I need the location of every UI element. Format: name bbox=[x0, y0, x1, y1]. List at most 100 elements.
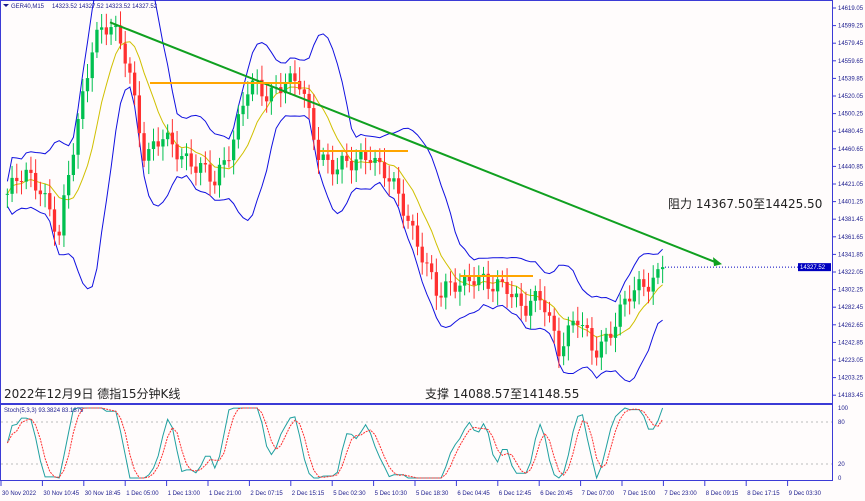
candle-body bbox=[330, 159, 335, 175]
candle-body bbox=[29, 169, 33, 173]
price-tick-label: 14559.65 bbox=[838, 59, 864, 65]
collapse-arrow-icon[interactable] bbox=[3, 4, 9, 7]
candle-body bbox=[246, 94, 250, 106]
candle-body bbox=[609, 333, 613, 338]
candle-body bbox=[81, 91, 85, 120]
candle-body bbox=[429, 263, 434, 273]
stoch-label: Stoch(5,3,3) 93.3824 83.1875 bbox=[4, 408, 84, 414]
lower-band-line bbox=[6, 86, 663, 383]
candle-body bbox=[363, 151, 368, 161]
candle-body bbox=[444, 281, 448, 298]
time-tick-label: 6 Dec 04:45 bbox=[457, 491, 490, 497]
candle-body bbox=[585, 325, 589, 329]
time-tick-label: 2 Dec 07:15 bbox=[250, 491, 283, 497]
candle-body bbox=[340, 155, 344, 170]
candle-body bbox=[99, 27, 104, 30]
candle-body bbox=[137, 95, 142, 134]
price-tick-label: 14500.25 bbox=[838, 112, 864, 118]
time-tick-label: 7 Dec 23:00 bbox=[664, 491, 697, 497]
candle-body bbox=[604, 333, 608, 342]
candle-body bbox=[401, 193, 406, 216]
candle-body bbox=[213, 181, 217, 186]
candle-body bbox=[642, 279, 646, 287]
price-tick-label: 14183.45 bbox=[838, 393, 864, 399]
candle-body bbox=[5, 193, 10, 195]
stoch-tick-label: 20 bbox=[838, 462, 845, 468]
price-tick-label: 14520.05 bbox=[838, 94, 864, 100]
candle-body bbox=[43, 193, 47, 195]
candle-body bbox=[396, 178, 401, 194]
candle-body bbox=[95, 29, 99, 53]
candle-body bbox=[387, 178, 391, 182]
stoch-frame bbox=[0, 404, 833, 481]
moving-average-line bbox=[6, 41, 663, 338]
candle-body bbox=[194, 166, 198, 173]
current-price-marker bbox=[798, 263, 831, 272]
candle-body bbox=[557, 330, 561, 357]
price-tick-label: 14460.65 bbox=[838, 147, 864, 153]
candle-body bbox=[335, 169, 340, 175]
candle-body bbox=[434, 272, 439, 296]
candle-body bbox=[132, 72, 137, 96]
candle-body bbox=[264, 96, 269, 102]
candle-body bbox=[349, 160, 354, 171]
candle-body bbox=[656, 269, 660, 278]
stoch-tick-label: 100 bbox=[838, 406, 849, 412]
price-tick-label: 14282.45 bbox=[838, 305, 864, 311]
candle-body bbox=[10, 177, 14, 194]
candle-body bbox=[165, 132, 170, 140]
candle-body bbox=[312, 108, 316, 140]
candle-body bbox=[368, 160, 373, 163]
candle-body bbox=[114, 25, 118, 28]
symbol-label: GER40,M15 bbox=[11, 4, 45, 10]
stoch-signal-line bbox=[6, 407, 664, 479]
time-tick-label: 6 Dec 20:45 bbox=[540, 491, 573, 497]
candle-body bbox=[151, 141, 156, 150]
candle-body bbox=[660, 267, 665, 270]
candle-body bbox=[528, 300, 533, 316]
time-tick-label: 30 Nov 18:45 bbox=[85, 491, 121, 497]
candle-body bbox=[415, 225, 420, 247]
price-tick-label: 14599.25 bbox=[838, 24, 864, 30]
candle-body bbox=[19, 181, 24, 183]
time-tick-label: 5 Dec 02:30 bbox=[333, 491, 366, 497]
upper-band-line bbox=[6, 0, 663, 303]
candle-body bbox=[123, 43, 127, 64]
candle-body bbox=[85, 78, 90, 92]
time-tick-label: 9 Dec 03:30 bbox=[789, 491, 822, 497]
candle-body bbox=[198, 163, 203, 173]
candle-body bbox=[378, 157, 382, 163]
candle-body bbox=[495, 279, 500, 292]
candle-body bbox=[326, 154, 330, 160]
candle-body bbox=[458, 285, 462, 292]
candle-body bbox=[406, 215, 410, 221]
price-tick-label: 14440.85 bbox=[838, 164, 864, 170]
candle-body bbox=[594, 350, 599, 358]
candle-body bbox=[599, 341, 604, 358]
candle-body bbox=[646, 286, 651, 292]
candle-body bbox=[500, 279, 505, 282]
candle-body bbox=[118, 25, 123, 44]
candle-body bbox=[576, 320, 580, 326]
candle-body bbox=[260, 79, 264, 97]
candle-body bbox=[33, 172, 38, 191]
candle-body bbox=[373, 157, 377, 163]
candle-body bbox=[203, 163, 208, 165]
price-tick-label: 14203.25 bbox=[838, 376, 864, 382]
candle-body bbox=[632, 290, 637, 302]
candle-body bbox=[533, 291, 538, 301]
candle-body bbox=[519, 293, 523, 306]
candle-body bbox=[543, 300, 547, 313]
candle-body bbox=[547, 312, 552, 316]
stoch-main-line bbox=[6, 407, 664, 480]
candle-body bbox=[227, 160, 231, 162]
candle-body bbox=[142, 133, 146, 161]
price-tick-label: 14401.25 bbox=[838, 200, 864, 206]
stoch-tick-label: 80 bbox=[838, 420, 845, 426]
candle-body bbox=[288, 73, 292, 84]
candle-body bbox=[561, 346, 566, 357]
candle-body bbox=[66, 175, 71, 196]
candle-body bbox=[15, 177, 19, 182]
